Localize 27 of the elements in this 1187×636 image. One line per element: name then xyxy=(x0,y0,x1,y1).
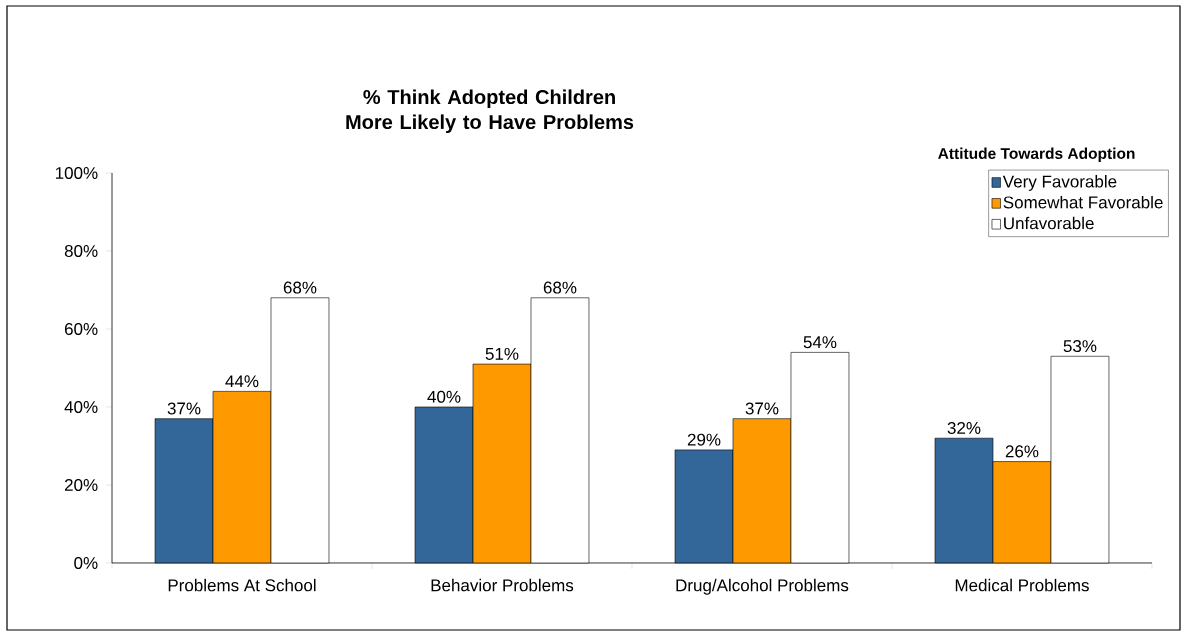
x-tick-label: Behavior Problems xyxy=(431,578,574,592)
data-label: 68% xyxy=(543,281,577,294)
y-tick-label: 20% xyxy=(64,478,98,492)
data-label: 68% xyxy=(283,281,317,294)
data-label: 40% xyxy=(427,390,461,403)
x-tick-label: Drug/Alcohol Problems xyxy=(676,578,849,595)
legend-label: Unfavorable xyxy=(1004,216,1094,230)
data-label: 26% xyxy=(1005,445,1039,458)
y-tick-label: 80% xyxy=(64,244,98,258)
y-tick-label: 40% xyxy=(64,400,98,414)
data-label: 37% xyxy=(745,402,779,415)
y-tick-label: 100% xyxy=(55,166,98,180)
data-label: 54% xyxy=(803,336,837,349)
y-tick-label: 60% xyxy=(64,322,98,336)
legend-label: Somewhat Favorable xyxy=(1003,195,1163,209)
data-label: 51% xyxy=(485,347,519,360)
legend-label: Very Favorable xyxy=(1002,175,1117,191)
chart-title: % Think Adopted Children More Likely to Have Problems xyxy=(346,89,634,134)
data-label: 37% xyxy=(167,402,201,415)
y-tick-label: 0% xyxy=(74,556,98,570)
x-tick-label: Medical Problems xyxy=(955,578,1089,592)
legend-title: Attitude Towards Adoption xyxy=(938,147,1135,163)
data-label: 53% xyxy=(1063,340,1097,353)
data-label: 29% xyxy=(687,433,721,446)
data-label: 32% xyxy=(947,421,981,434)
x-tick-label: Problems At School xyxy=(168,578,316,592)
data-label: 44% xyxy=(225,375,259,388)
